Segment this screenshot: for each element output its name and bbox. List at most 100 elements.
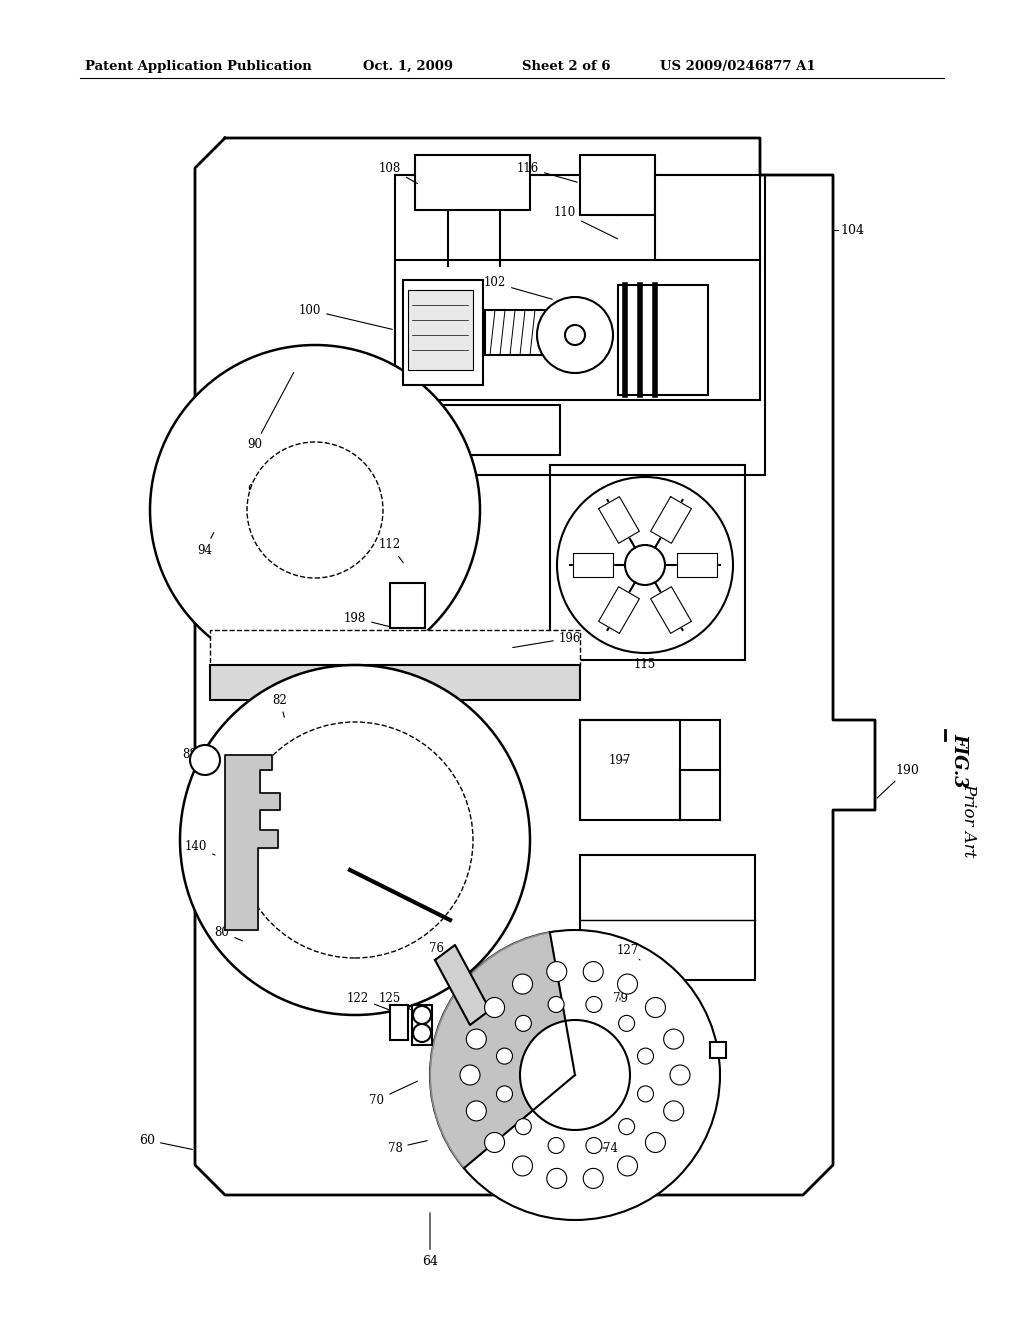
Circle shape	[557, 477, 733, 653]
Bar	[580, 154, 655, 215]
Bar	[403, 280, 483, 385]
Text: 64: 64	[422, 1213, 438, 1269]
Bar	[580, 719, 680, 820]
Circle shape	[548, 997, 564, 1012]
Bar	[395, 260, 760, 400]
Text: 79: 79	[612, 991, 628, 1005]
Circle shape	[512, 974, 532, 994]
Circle shape	[584, 1168, 603, 1188]
Bar	[415, 154, 530, 210]
Polygon shape	[225, 755, 280, 931]
Circle shape	[618, 1118, 635, 1135]
Text: 86: 86	[359, 741, 379, 764]
Text: 196: 196	[513, 631, 582, 648]
Bar	[390, 1005, 408, 1040]
Bar	[412, 1005, 432, 1045]
Circle shape	[466, 1101, 486, 1121]
Text: 90: 90	[248, 372, 294, 451]
Text: 88: 88	[182, 748, 207, 762]
Circle shape	[565, 325, 585, 345]
Text: 106: 106	[419, 289, 487, 329]
Bar	[485, 310, 545, 355]
Text: 108: 108	[379, 161, 418, 183]
Circle shape	[548, 1138, 564, 1154]
Text: 190: 190	[877, 763, 919, 799]
Text: 84: 84	[275, 913, 298, 933]
Polygon shape	[650, 496, 691, 544]
Circle shape	[515, 1015, 531, 1031]
Text: Prior Art: Prior Art	[961, 783, 977, 857]
Circle shape	[547, 961, 566, 982]
Text: US 2009/0246877 A1: US 2009/0246877 A1	[660, 59, 816, 73]
Circle shape	[497, 1048, 512, 1064]
Text: 78: 78	[387, 1140, 427, 1155]
Text: 94: 94	[198, 532, 214, 557]
Text: Sheet 2 of 6: Sheet 2 of 6	[522, 59, 610, 73]
Text: 112: 112	[379, 539, 403, 562]
Circle shape	[520, 1020, 630, 1130]
Text: 122: 122	[347, 991, 392, 1011]
Circle shape	[584, 961, 603, 982]
Circle shape	[638, 1086, 653, 1102]
Bar	[408, 290, 473, 370]
Text: Oct. 1, 2009: Oct. 1, 2009	[362, 59, 454, 73]
Text: 76: 76	[429, 941, 454, 968]
Text: 116: 116	[517, 161, 578, 182]
Text: 104: 104	[840, 223, 864, 236]
Circle shape	[466, 1030, 486, 1049]
Polygon shape	[599, 496, 639, 544]
Circle shape	[670, 1065, 690, 1085]
Circle shape	[617, 1156, 638, 1176]
Text: 98: 98	[248, 483, 272, 496]
Circle shape	[586, 1138, 602, 1154]
Text: 102: 102	[484, 276, 552, 300]
Circle shape	[413, 1006, 431, 1024]
Circle shape	[247, 442, 383, 578]
Bar	[440, 405, 560, 455]
Circle shape	[237, 722, 473, 958]
Circle shape	[537, 297, 613, 374]
Bar	[210, 630, 580, 665]
Circle shape	[617, 974, 638, 994]
Text: 125: 125	[379, 991, 413, 1011]
Circle shape	[625, 545, 665, 585]
Circle shape	[413, 1024, 431, 1041]
Circle shape	[664, 1101, 684, 1121]
Bar	[210, 665, 580, 700]
Bar	[618, 285, 708, 395]
Circle shape	[664, 1030, 684, 1049]
Text: 100: 100	[299, 304, 392, 330]
Bar	[655, 176, 760, 271]
Bar	[390, 583, 425, 628]
Circle shape	[645, 998, 666, 1018]
Text: 80: 80	[215, 925, 243, 941]
Circle shape	[645, 1133, 666, 1152]
Circle shape	[484, 1133, 505, 1152]
Circle shape	[430, 931, 720, 1220]
Text: 110: 110	[554, 206, 617, 239]
Circle shape	[638, 1048, 653, 1064]
Bar	[550, 465, 745, 660]
Polygon shape	[650, 586, 691, 634]
Circle shape	[515, 1118, 531, 1135]
Polygon shape	[677, 553, 717, 577]
Circle shape	[586, 997, 602, 1012]
Text: 70: 70	[370, 1081, 418, 1106]
Circle shape	[484, 998, 505, 1018]
Circle shape	[618, 1015, 635, 1031]
Text: 197: 197	[609, 754, 631, 767]
Bar	[580, 855, 755, 979]
Polygon shape	[435, 945, 490, 1026]
Circle shape	[190, 744, 220, 775]
Circle shape	[512, 1156, 532, 1176]
Circle shape	[150, 345, 480, 675]
Polygon shape	[599, 586, 639, 634]
Text: FIG.3: FIG.3	[950, 733, 968, 787]
Text: Patent Application Publication: Patent Application Publication	[85, 59, 311, 73]
Text: 74: 74	[602, 1142, 617, 1155]
Text: 127: 127	[616, 944, 640, 960]
Polygon shape	[430, 932, 575, 1168]
Circle shape	[180, 665, 530, 1015]
Text: 82: 82	[272, 693, 288, 717]
Bar	[710, 1041, 726, 1057]
